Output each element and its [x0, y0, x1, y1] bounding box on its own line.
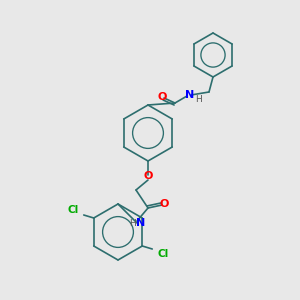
Text: N: N — [185, 90, 195, 100]
Text: O: O — [143, 171, 153, 181]
Text: Cl: Cl — [67, 205, 78, 215]
Text: O: O — [157, 92, 167, 102]
Text: Cl: Cl — [158, 249, 169, 259]
Text: N: N — [136, 218, 146, 228]
Text: O: O — [159, 199, 169, 209]
Text: H: H — [129, 218, 135, 227]
Text: H: H — [195, 94, 201, 103]
